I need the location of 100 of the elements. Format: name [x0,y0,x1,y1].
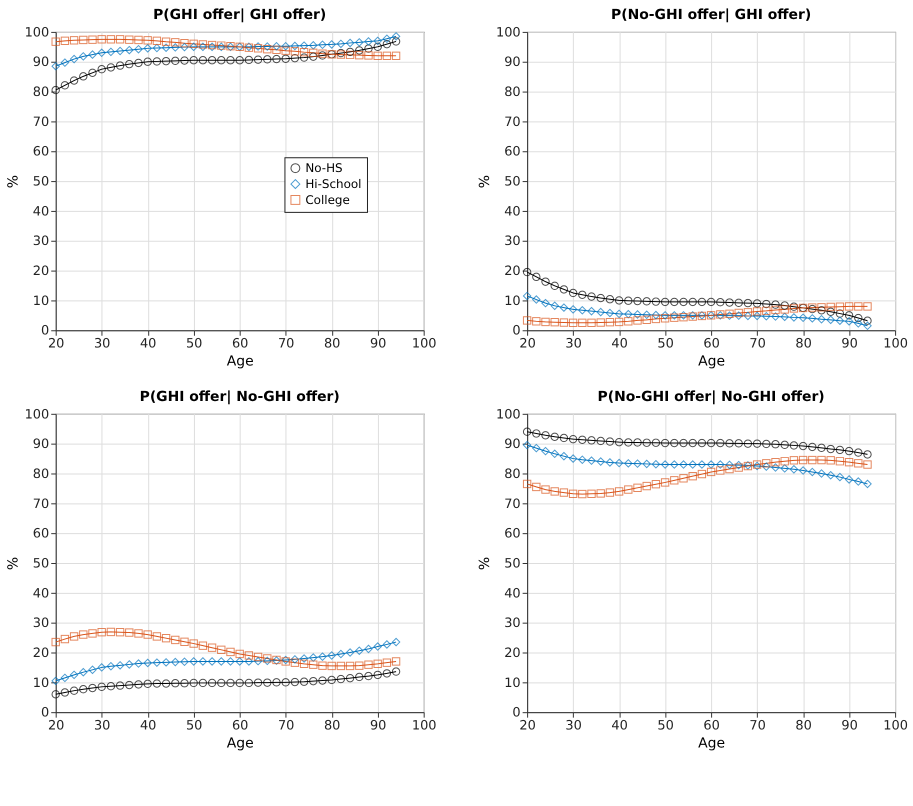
point [752,299,762,308]
y-tick-label: 20 [504,646,521,661]
point [144,58,152,66]
x-tick-label: 50 [186,718,202,734]
y-tick-label: 60 [504,144,521,160]
x-tick-label: 100 [883,336,908,352]
point [790,313,798,322]
point [762,312,770,320]
point [346,674,354,682]
point [614,296,624,305]
point [660,478,670,487]
point [282,54,290,63]
point [254,652,262,662]
x-tick-label: 80 [324,718,340,734]
point [327,676,336,684]
point [392,32,400,41]
point [60,58,70,67]
x-tick-label: 80 [795,336,812,352]
point [106,628,116,636]
y-tick-label: 0 [41,706,50,721]
point [88,50,97,59]
chart-title: P(GHI offer| GHI offer) [153,6,326,23]
point [614,438,624,446]
y-tick-label: 10 [32,676,50,691]
point [254,55,262,64]
point [652,297,660,306]
point [642,460,651,468]
point [198,56,208,64]
point [817,444,826,452]
x-tick-label: 70 [749,336,766,352]
point [355,661,364,670]
point [725,439,734,448]
point [798,442,808,450]
point [52,86,60,94]
point [116,661,124,670]
point [854,314,862,322]
point [854,477,862,486]
point [171,38,180,47]
point [180,42,189,52]
point [79,668,88,676]
point [596,489,605,498]
point [355,46,364,55]
point [844,302,854,311]
y-tick-label: 10 [504,294,521,309]
point [70,54,78,64]
point [780,464,789,473]
point [541,277,550,286]
point [116,35,124,44]
point [190,657,198,666]
point [614,310,624,318]
point [670,311,678,320]
x-tick-label: 100 [883,718,908,734]
x-tick-label: 60 [703,336,720,352]
point [826,444,835,454]
x-tick-label: 40 [611,336,628,352]
point [309,41,318,50]
point [300,678,308,686]
point [780,440,789,450]
point [706,438,716,448]
point [336,662,346,670]
point [162,44,170,52]
y-tick-label: 50 [32,556,50,572]
point [568,288,578,298]
point [854,459,862,468]
point [327,40,336,49]
x-axis-title: Age [698,735,726,752]
point [327,651,336,660]
y-tick-label: 90 [32,437,50,452]
point [716,298,724,306]
point [771,440,780,448]
point [190,42,198,52]
point [762,306,770,316]
point [309,653,318,662]
point [744,298,752,308]
point [355,646,364,655]
point [642,316,651,324]
point [171,56,180,66]
y-tick-label: 90 [504,55,521,70]
point [88,629,97,638]
point [373,642,382,651]
point [152,679,162,688]
point [633,296,642,306]
point [568,305,578,314]
point [171,679,180,688]
point [208,644,216,652]
y-tick-label: 30 [32,616,50,632]
x-tick-label: 50 [657,336,674,352]
point [309,660,318,669]
point [318,676,327,685]
point [190,40,198,48]
point [364,51,373,60]
y-tick-label: 20 [504,264,521,280]
point [190,639,198,648]
y-tick-label: 30 [504,616,521,632]
point [300,48,308,56]
point [716,460,724,469]
point [844,446,854,456]
point [272,678,281,687]
point [642,482,651,490]
point [642,310,651,319]
